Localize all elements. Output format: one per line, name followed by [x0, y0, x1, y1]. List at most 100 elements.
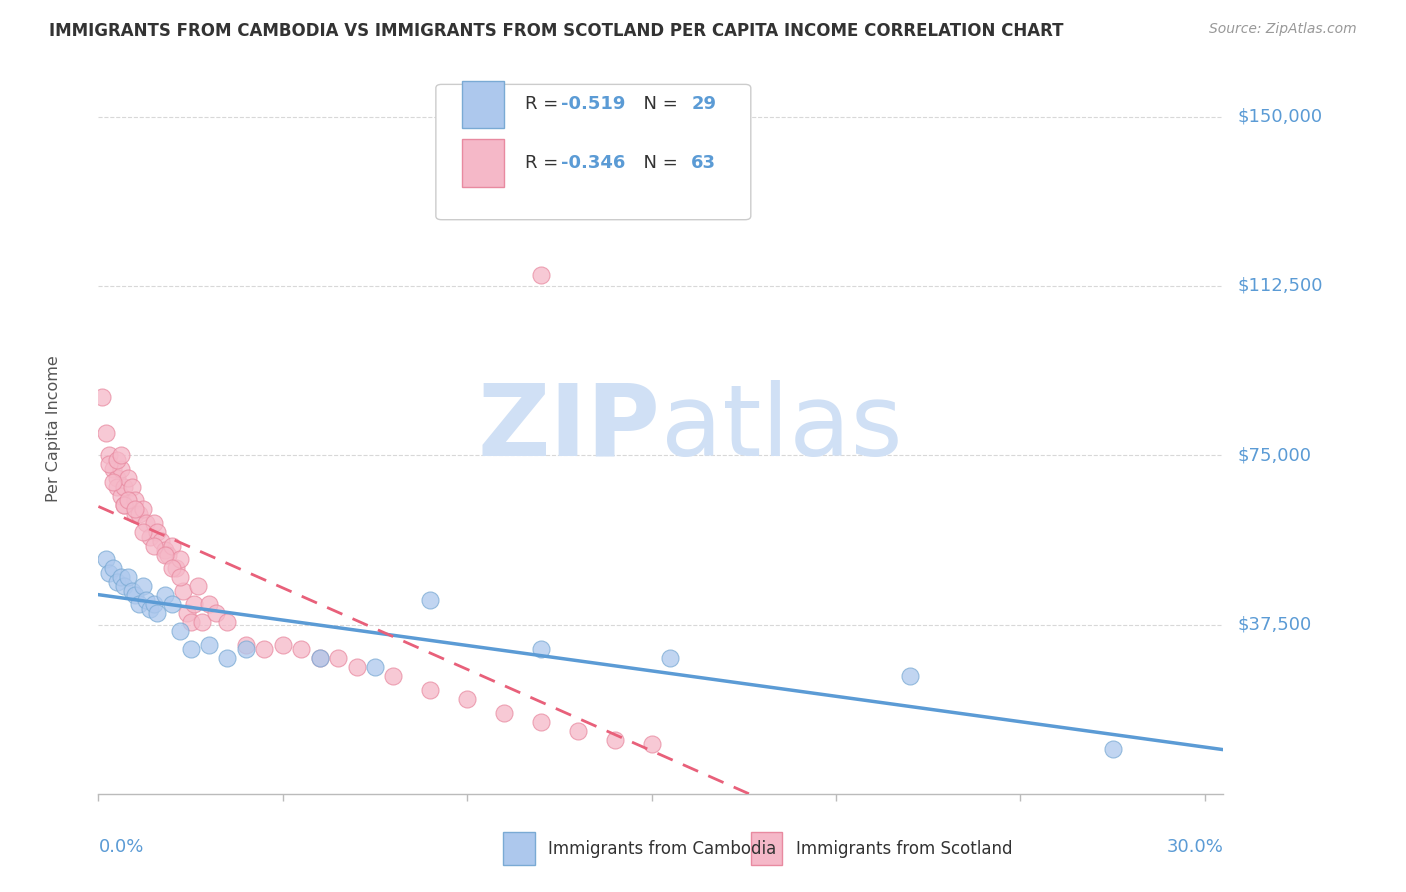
Text: -0.346: -0.346	[561, 154, 626, 172]
Point	[217, 615, 239, 630]
Point	[105, 574, 128, 589]
Point	[308, 651, 330, 665]
Text: $75,000: $75,000	[1237, 446, 1312, 464]
Point	[346, 660, 368, 674]
Point	[139, 601, 162, 615]
Point	[91, 390, 114, 404]
Point	[142, 516, 165, 530]
Text: R =: R =	[524, 95, 564, 113]
Point	[110, 570, 132, 584]
Text: Per Capita Income: Per Capita Income	[46, 355, 60, 501]
Point	[326, 651, 349, 665]
Point	[128, 597, 150, 611]
Point	[198, 638, 221, 652]
FancyBboxPatch shape	[436, 85, 751, 219]
Point	[169, 552, 191, 566]
Text: IMMIGRANTS FROM CAMBODIA VS IMMIGRANTS FROM SCOTLAND PER CAPITA INCOME CORRELATI: IMMIGRANTS FROM CAMBODIA VS IMMIGRANTS F…	[49, 22, 1064, 40]
Point	[117, 471, 139, 485]
Point	[150, 534, 173, 549]
Text: $37,500: $37,500	[1237, 615, 1312, 633]
Point	[94, 425, 117, 440]
Point	[110, 489, 132, 503]
Text: ZIP: ZIP	[478, 380, 661, 476]
Point	[190, 615, 212, 630]
Point	[105, 471, 128, 485]
Point	[98, 448, 121, 462]
Text: Immigrants from Cambodia: Immigrants from Cambodia	[548, 839, 776, 858]
Point	[142, 597, 165, 611]
Point	[146, 524, 169, 539]
Point	[135, 592, 157, 607]
Point	[153, 543, 176, 558]
Bar	[751, 832, 782, 865]
Point	[98, 457, 121, 471]
Point	[98, 566, 121, 580]
Point	[112, 498, 135, 512]
Point	[160, 561, 183, 575]
Point	[382, 669, 405, 683]
Point	[419, 592, 441, 607]
Point	[530, 642, 553, 657]
Text: 29: 29	[692, 95, 716, 113]
Point	[456, 692, 478, 706]
Bar	[503, 832, 534, 865]
Point	[172, 583, 194, 598]
Point	[603, 732, 626, 747]
Text: Immigrants from Scotland: Immigrants from Scotland	[796, 839, 1012, 858]
Point	[567, 723, 589, 738]
Point	[198, 597, 221, 611]
Point	[419, 683, 441, 698]
Point	[128, 507, 150, 521]
Point	[117, 493, 139, 508]
Point	[160, 539, 183, 553]
Point	[180, 615, 202, 630]
Point	[112, 480, 135, 494]
Point	[217, 651, 239, 665]
Point	[187, 579, 209, 593]
Point	[183, 597, 205, 611]
Point	[180, 642, 202, 657]
Point	[131, 502, 153, 516]
Point	[176, 607, 198, 621]
Point	[112, 579, 135, 593]
Point	[124, 507, 146, 521]
Point	[160, 597, 183, 611]
Point	[253, 642, 276, 657]
Text: $112,500: $112,500	[1237, 277, 1323, 295]
Point	[169, 570, 191, 584]
Point	[101, 561, 124, 575]
Point	[101, 462, 124, 476]
Point	[110, 462, 132, 476]
Point	[131, 579, 153, 593]
Point	[205, 607, 228, 621]
Point	[94, 552, 117, 566]
Point	[105, 480, 128, 494]
Text: -0.519: -0.519	[561, 95, 626, 113]
Point	[290, 642, 312, 657]
Point	[142, 539, 165, 553]
Point	[124, 493, 146, 508]
Point	[153, 548, 176, 562]
Text: $150,000: $150,000	[1237, 108, 1322, 126]
Point	[110, 448, 132, 462]
Text: N =: N =	[631, 95, 683, 113]
Point	[121, 583, 143, 598]
Point	[494, 706, 516, 720]
Point	[898, 669, 921, 683]
Point	[124, 588, 146, 602]
Point	[117, 570, 139, 584]
Point	[165, 561, 187, 575]
Point	[101, 475, 124, 490]
Point	[139, 529, 162, 543]
Point	[169, 624, 191, 639]
Point	[1101, 741, 1123, 756]
Point	[640, 737, 662, 751]
Point	[308, 651, 330, 665]
Point	[235, 638, 257, 652]
Point	[157, 548, 180, 562]
Text: Source: ZipAtlas.com: Source: ZipAtlas.com	[1209, 22, 1357, 37]
Bar	[461, 81, 505, 128]
Point	[530, 268, 553, 282]
Text: 30.0%: 30.0%	[1167, 838, 1223, 855]
Point	[135, 516, 157, 530]
